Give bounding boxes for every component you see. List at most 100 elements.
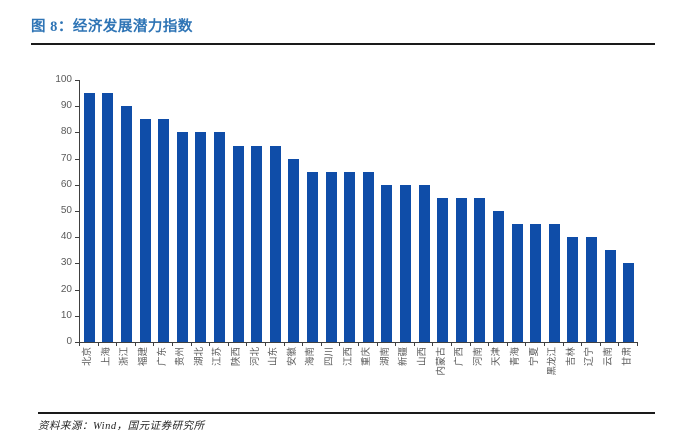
bar-吉林 [567, 237, 579, 342]
x-category-label-text: 福建 [138, 347, 150, 367]
bar-重庆 [362, 171, 374, 342]
x-category-label: 广东 [153, 346, 172, 408]
figure-title: 图 8：经济发展潜力指数 [31, 19, 193, 35]
x-category-label: 山东 [265, 346, 284, 408]
x-tick-mark [153, 343, 155, 346]
x-category-label-text: 吉林 [565, 347, 577, 367]
x-tick-mark [432, 343, 434, 346]
x-tick-mark [358, 343, 359, 346]
x-tick-mark [172, 343, 173, 346]
x-category-label-text: 甘肃 [621, 347, 633, 367]
x-tick-mark [488, 343, 490, 346]
x-category-label: 重庆 [358, 346, 377, 408]
x-tick-mark [451, 343, 452, 346]
x-tick-mark [469, 343, 471, 346]
x-category-label: 湖南 [377, 346, 396, 408]
bar-宁夏 [530, 224, 542, 342]
y-tick-mark [75, 315, 79, 317]
x-tick-mark [562, 343, 564, 346]
x-category-label-text: 湖北 [193, 347, 205, 367]
y-tick-label: 70 [60, 152, 72, 164]
x-tick-mark [190, 343, 192, 346]
x-category-label-text: 山西 [417, 347, 429, 367]
x-category-label-text: 新疆 [398, 347, 410, 367]
bar-湖南 [381, 184, 393, 342]
x-tick-mark [134, 343, 136, 346]
x-category-label: 黑龙江 [544, 346, 563, 408]
bar-广东 [158, 119, 170, 342]
x-tick-mark [265, 343, 266, 346]
bar-四川 [325, 171, 337, 342]
y-tick-label: 100 [55, 74, 72, 85]
x-category-label-text: 四川 [324, 347, 336, 367]
x-category-label: 贵州 [172, 346, 191, 408]
x-category-label: 新疆 [395, 346, 414, 408]
x-category-label: 广西 [451, 346, 470, 408]
y-tick-mark [75, 237, 79, 239]
bar-陕西 [232, 145, 244, 342]
x-tick-mark [339, 343, 341, 346]
x-tick-mark [302, 343, 304, 346]
bar-北京 [83, 93, 95, 342]
y-tick-label: 80 [60, 126, 72, 138]
bar-新疆 [400, 184, 411, 342]
bar-天津 [493, 211, 504, 342]
bar-辽宁 [586, 237, 597, 342]
x-category-label-text: 内蒙古 [435, 347, 447, 376]
y-tick-mark [75, 132, 79, 134]
x-category-label-text: 广西 [454, 347, 466, 367]
x-category-label-text: 重庆 [361, 347, 373, 367]
y-tick-label: 90 [60, 100, 72, 112]
x-category-label-text: 湖南 [379, 347, 391, 367]
bar-内蒙古 [437, 197, 449, 342]
x-category-label: 浙江 [116, 346, 135, 408]
plot-area [79, 80, 638, 343]
x-tick-mark [637, 343, 638, 346]
x-category-label: 湖北 [191, 346, 210, 408]
x-category-label-text: 浙江 [119, 347, 131, 367]
x-category-label: 海南 [302, 346, 321, 408]
x-category-label: 江西 [339, 346, 358, 408]
x-category-label-text: 河南 [472, 347, 484, 367]
x-category-label: 云南 [600, 346, 619, 408]
x-category-label: 上海 [98, 346, 117, 408]
y-tick-mark [75, 263, 79, 265]
x-category-label: 甘肃 [618, 346, 637, 408]
y-tick-label: 10 [60, 309, 72, 321]
y-tick-label: 50 [60, 205, 72, 216]
y-tick-mark [75, 158, 79, 160]
bar-贵州 [176, 132, 188, 342]
bar-上海 [102, 93, 114, 342]
x-category-label-text: 山东 [268, 347, 280, 367]
x-category-label: 陕西 [228, 346, 247, 408]
bar-青海 [511, 224, 523, 342]
x-category-label-text: 安徽 [286, 347, 298, 367]
y-tick-mark [75, 106, 79, 108]
x-tick-mark [116, 343, 118, 346]
bar-河南 [474, 197, 486, 342]
x-tick-mark [618, 343, 620, 346]
y-tick-mark [75, 184, 79, 186]
bar-湖北 [195, 132, 207, 342]
bar-江苏 [214, 132, 225, 342]
bar-黑龙江 [548, 224, 560, 342]
x-category-label: 吉林 [563, 346, 582, 408]
y-tick-mark [75, 80, 79, 81]
x-category-label-text: 上海 [100, 347, 112, 367]
x-category-label-text: 贵州 [175, 347, 187, 367]
x-category-label-text: 辽宁 [584, 347, 596, 367]
y-tick-label: 0 [66, 336, 72, 347]
bar-山东 [269, 145, 281, 342]
bar-甘肃 [623, 263, 635, 342]
bar-福建 [139, 119, 151, 342]
x-tick-mark [544, 343, 545, 346]
source-rule [38, 412, 655, 414]
y-tick-mark [75, 211, 79, 212]
bar-山西 [418, 184, 430, 342]
x-category-label-text: 陕西 [231, 347, 243, 367]
title-rule [31, 43, 655, 45]
x-category-label-text: 广东 [156, 347, 168, 367]
x-category-label: 内蒙古 [432, 346, 451, 408]
x-category-label-text: 江苏 [212, 347, 224, 367]
